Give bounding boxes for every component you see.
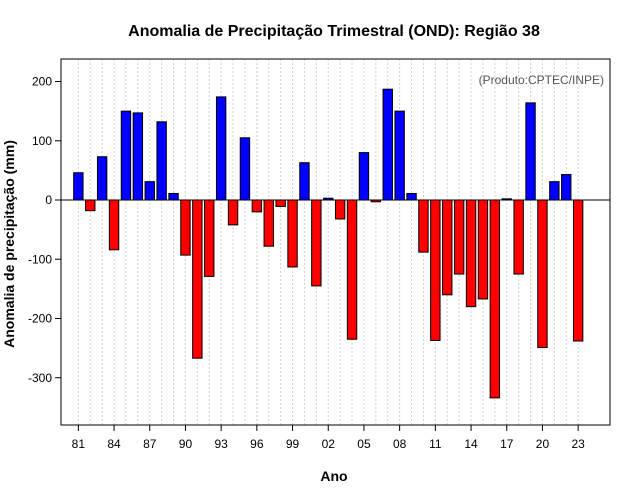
x-tick-label: 99 bbox=[286, 437, 300, 451]
bar-1990 bbox=[180, 199, 191, 256]
bar-1987 bbox=[144, 181, 155, 201]
bar-1983 bbox=[96, 156, 108, 201]
y-tick-label: -300 bbox=[28, 371, 52, 385]
bar-1984 bbox=[108, 199, 120, 251]
y-tick-label: 0 bbox=[45, 193, 52, 207]
x-axis-title: Ano bbox=[320, 468, 347, 484]
bar-2004 bbox=[346, 199, 358, 340]
bar-1986 bbox=[132, 112, 144, 201]
bar-2014 bbox=[465, 199, 477, 308]
bar-2000 bbox=[299, 162, 310, 201]
bar-1991 bbox=[192, 199, 203, 359]
bar-2022 bbox=[561, 174, 572, 201]
bar-2020 bbox=[537, 199, 548, 349]
y-axis: 200 100 0 -100 -200 -300 bbox=[28, 75, 61, 385]
bar-1982 bbox=[85, 199, 96, 212]
x-tick-label: 05 bbox=[357, 437, 371, 451]
bar-2003 bbox=[334, 199, 346, 220]
x-tick-label: 17 bbox=[500, 437, 514, 451]
x-tick-label: 90 bbox=[179, 437, 193, 451]
x-tick-label: 23 bbox=[571, 437, 585, 451]
x-tick-label: 96 bbox=[250, 437, 264, 451]
x-tick-label: 11 bbox=[429, 437, 442, 451]
x-tick-label: 02 bbox=[322, 437, 336, 451]
bars-group bbox=[73, 88, 584, 399]
bar-1996 bbox=[251, 199, 263, 213]
x-tick-label: 08 bbox=[393, 437, 407, 451]
bar-2007 bbox=[382, 88, 393, 201]
bar-1997 bbox=[263, 199, 274, 247]
x-tick-label: 81 bbox=[72, 437, 86, 451]
bar-2008 bbox=[394, 110, 405, 201]
bar-1989 bbox=[168, 192, 179, 201]
bar-2010 bbox=[418, 199, 429, 253]
x-axis: 81 84 87 90 93 96 99 02 05 08 11 14 17 20 23 bbox=[72, 425, 585, 451]
bar-1998 bbox=[275, 199, 286, 208]
bar-2021 bbox=[549, 181, 560, 201]
bar-2009 bbox=[406, 192, 417, 201]
y-axis-title: Anomalia de precipitação (mm) bbox=[1, 140, 17, 348]
x-tick-label: 87 bbox=[143, 437, 157, 451]
y-tick-label: -100 bbox=[28, 252, 52, 266]
y-tick-label: -200 bbox=[28, 312, 52, 326]
bar-2012 bbox=[442, 199, 453, 296]
x-tick-label: 84 bbox=[107, 437, 121, 451]
x-tick-label: 14 bbox=[464, 437, 478, 451]
bar-2005 bbox=[358, 152, 370, 201]
plot-frame bbox=[60, 58, 611, 426]
bar-1995 bbox=[239, 137, 251, 201]
y-tick-label: 100 bbox=[32, 134, 52, 148]
bar-2011 bbox=[430, 199, 441, 341]
bar-1992 bbox=[204, 199, 215, 277]
grid-lines bbox=[77, 59, 579, 425]
bar-2001 bbox=[311, 199, 322, 287]
bar-1981 bbox=[73, 172, 84, 201]
y-tick-label: 200 bbox=[32, 75, 52, 89]
bar-1993 bbox=[215, 96, 227, 201]
bar-2023 bbox=[572, 199, 584, 342]
bar-2016 bbox=[489, 199, 501, 399]
bar-2013 bbox=[453, 199, 465, 275]
credit-text: (Produto:CPTEC/INPE) bbox=[479, 73, 604, 87]
bar-2015 bbox=[477, 199, 489, 300]
x-tick-label: 20 bbox=[536, 437, 550, 451]
bar-2018 bbox=[513, 199, 524, 275]
chart-title: Anomalia de Precipitação Trimestral (OND… bbox=[128, 23, 540, 40]
x-tick-label: 93 bbox=[214, 437, 228, 451]
bar-1988 bbox=[156, 121, 167, 201]
bar-2019 bbox=[525, 102, 536, 201]
bar-1985 bbox=[120, 110, 132, 201]
bar-1994 bbox=[227, 199, 239, 226]
bar-1999 bbox=[287, 199, 298, 268]
